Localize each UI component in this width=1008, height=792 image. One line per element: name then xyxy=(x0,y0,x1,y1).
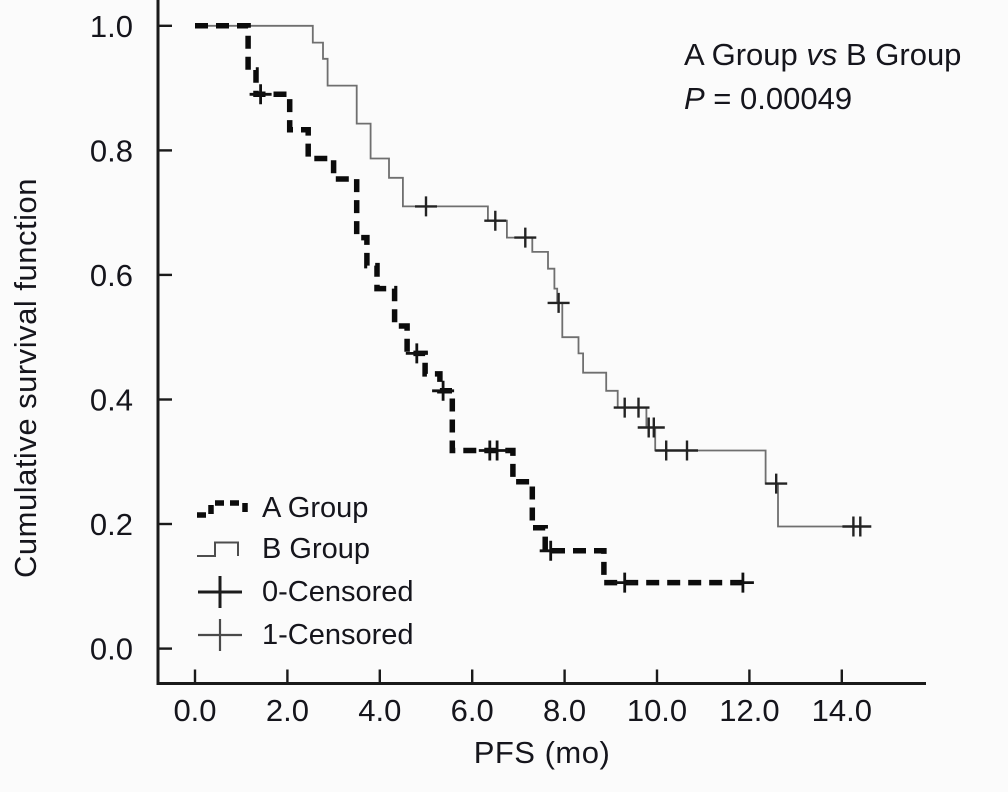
p-value-text: P = 0.00049 xyxy=(684,81,853,116)
legend-1-censored-plus-icon xyxy=(198,619,242,651)
x-tick-label: 4.0 xyxy=(358,693,401,728)
b-group-curve xyxy=(195,24,863,528)
a-group-curve xyxy=(195,23,745,586)
b-group-censor-marks xyxy=(415,196,872,537)
legend-b-group-line-symbol xyxy=(197,541,239,557)
y-tick-label: 1.0 xyxy=(90,9,133,44)
y-tick-label: 0.4 xyxy=(90,383,133,418)
legend-label-a-group: A Group xyxy=(262,492,369,524)
legend-0-censored-plus-icon xyxy=(198,576,242,608)
legend-a-group-line-symbol xyxy=(197,500,248,518)
x-tick-label: 2.0 xyxy=(266,693,309,728)
axes-lines xyxy=(156,0,926,685)
legend-label-1-censored: 1-Censored xyxy=(262,619,414,651)
x-tick-label: 6.0 xyxy=(451,693,494,728)
x-tick-label: 12.0 xyxy=(719,693,779,728)
a-group-censor-marks xyxy=(249,84,754,593)
y-tick-label: 0.6 xyxy=(90,258,133,293)
x-tick-label: 10.0 xyxy=(627,693,687,728)
y-tick-label: 0.8 xyxy=(90,133,133,168)
legend-label-0-censored: 0-Censored xyxy=(262,576,414,608)
x-tick-label: 8.0 xyxy=(543,693,586,728)
comparison-text: A Group vs B Group xyxy=(684,37,962,72)
x-tick-label: 14.0 xyxy=(812,693,872,728)
y-axis-title: Cumulative survival function xyxy=(8,178,43,578)
annotation-block: A Group vs B Group P = 0.00049 xyxy=(684,33,1004,121)
x-tick-label: 0.0 xyxy=(173,693,216,728)
y-tick-label: 0.0 xyxy=(90,632,133,667)
y-tick-label: 0.2 xyxy=(90,507,133,542)
x-axis-title: PFS (mo) xyxy=(473,735,611,770)
legend-label-b-group: B Group xyxy=(262,533,370,565)
